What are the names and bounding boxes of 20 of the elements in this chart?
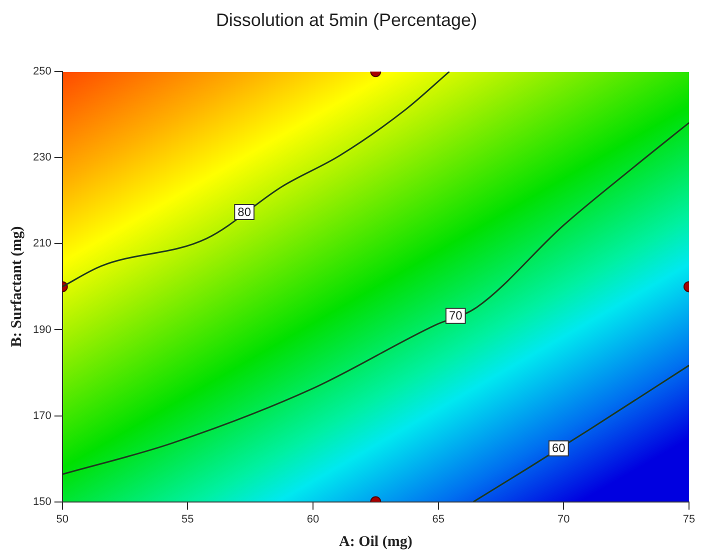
x-tick-label: 55 — [182, 513, 194, 526]
y-tick-label: 190 — [32, 324, 52, 336]
y-axis-title: B: Surfactant (mg) — [8, 226, 25, 348]
x-tick-label: 50 — [56, 513, 68, 526]
series-label: 80 — [238, 204, 252, 219]
y-tick-label: 250 — [32, 66, 52, 78]
line-series — [472, 364, 689, 502]
y-tick-label: 170 — [32, 410, 52, 422]
series-label: 60 — [552, 441, 566, 456]
x-tick-label: 65 — [432, 513, 444, 526]
series-label: 70 — [448, 308, 463, 323]
y-tick-label: 210 — [32, 238, 52, 250]
chart-title: Dissolution at 5min (Percentage) — [216, 10, 478, 30]
y-tick-label: 150 — [32, 496, 52, 508]
line-series — [62, 122, 689, 476]
x-axis-title: A: Oil (mg) — [339, 534, 412, 550]
x-tick-label: 60 — [306, 513, 320, 526]
x-tick-label: 70 — [558, 513, 570, 526]
x-tick-label: 75 — [682, 513, 696, 526]
y-tick-label: 230 — [32, 152, 52, 164]
